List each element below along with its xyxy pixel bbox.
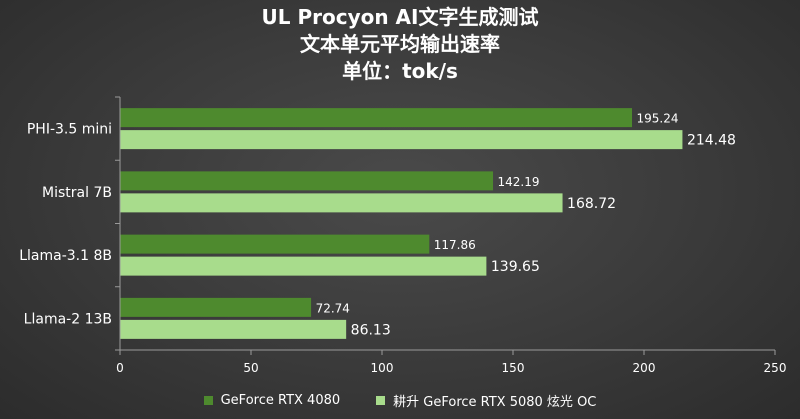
legend-item-rtx-4080: GeForce RTX 4080 <box>203 391 341 410</box>
bar-value-label: 214.48 <box>687 133 736 149</box>
chart-title: UL Procyon AI文字生成测试 文本单元平均输出速率 单位：tok/s <box>0 4 800 85</box>
bar <box>120 171 494 191</box>
legend-swatch-rtx-5080 <box>376 396 386 405</box>
x-tick-label: 0 <box>116 361 124 375</box>
bar <box>120 130 683 150</box>
chart-legend: GeForce RTX 4080 耕升 GeForce RTX 5080 炫光 … <box>0 391 800 410</box>
bar-value-label: 168.72 <box>567 196 616 212</box>
bar-value-label: 139.65 <box>491 259 540 275</box>
bar <box>120 256 487 276</box>
bar-value-label: 117.86 <box>434 238 476 252</box>
legend-swatch-rtx-4080 <box>203 396 213 405</box>
legend-label-rtx-4080: GeForce RTX 4080 <box>220 393 341 408</box>
bar-value-label: 142.19 <box>498 175 540 189</box>
bar-value-label: 72.74 <box>316 301 350 315</box>
x-tick-label: 150 <box>502 361 525 375</box>
bar-value-label: 86.13 <box>351 322 391 338</box>
chart-title-line-1: UL Procyon AI文字生成测试 <box>261 5 539 29</box>
bar <box>120 297 312 317</box>
legend-item-rtx-5080: 耕升 GeForce RTX 5080 炫光 OC <box>376 391 596 410</box>
category-label: Llama-3.1 8B <box>19 248 112 264</box>
bar <box>120 193 563 213</box>
bar <box>120 234 430 254</box>
bar <box>120 108 633 128</box>
x-tick-label: 250 <box>764 361 787 375</box>
x-tick-label: 200 <box>633 361 656 375</box>
category-label: PHI-3.5 mini <box>27 122 112 138</box>
chart-title-line-3: 单位：tok/s <box>342 59 458 83</box>
x-tick-label: 100 <box>371 361 394 375</box>
chart-title-line-2: 文本单元平均输出速率 <box>300 32 500 56</box>
bar <box>120 319 347 339</box>
category-label: Llama-2 13B <box>24 311 112 327</box>
bar-value-label: 195.24 <box>637 112 679 126</box>
category-label: Mistral 7B <box>42 185 112 201</box>
legend-label-rtx-5080: 耕升 GeForce RTX 5080 炫光 OC <box>393 395 597 410</box>
x-tick-label: 50 <box>243 361 258 375</box>
